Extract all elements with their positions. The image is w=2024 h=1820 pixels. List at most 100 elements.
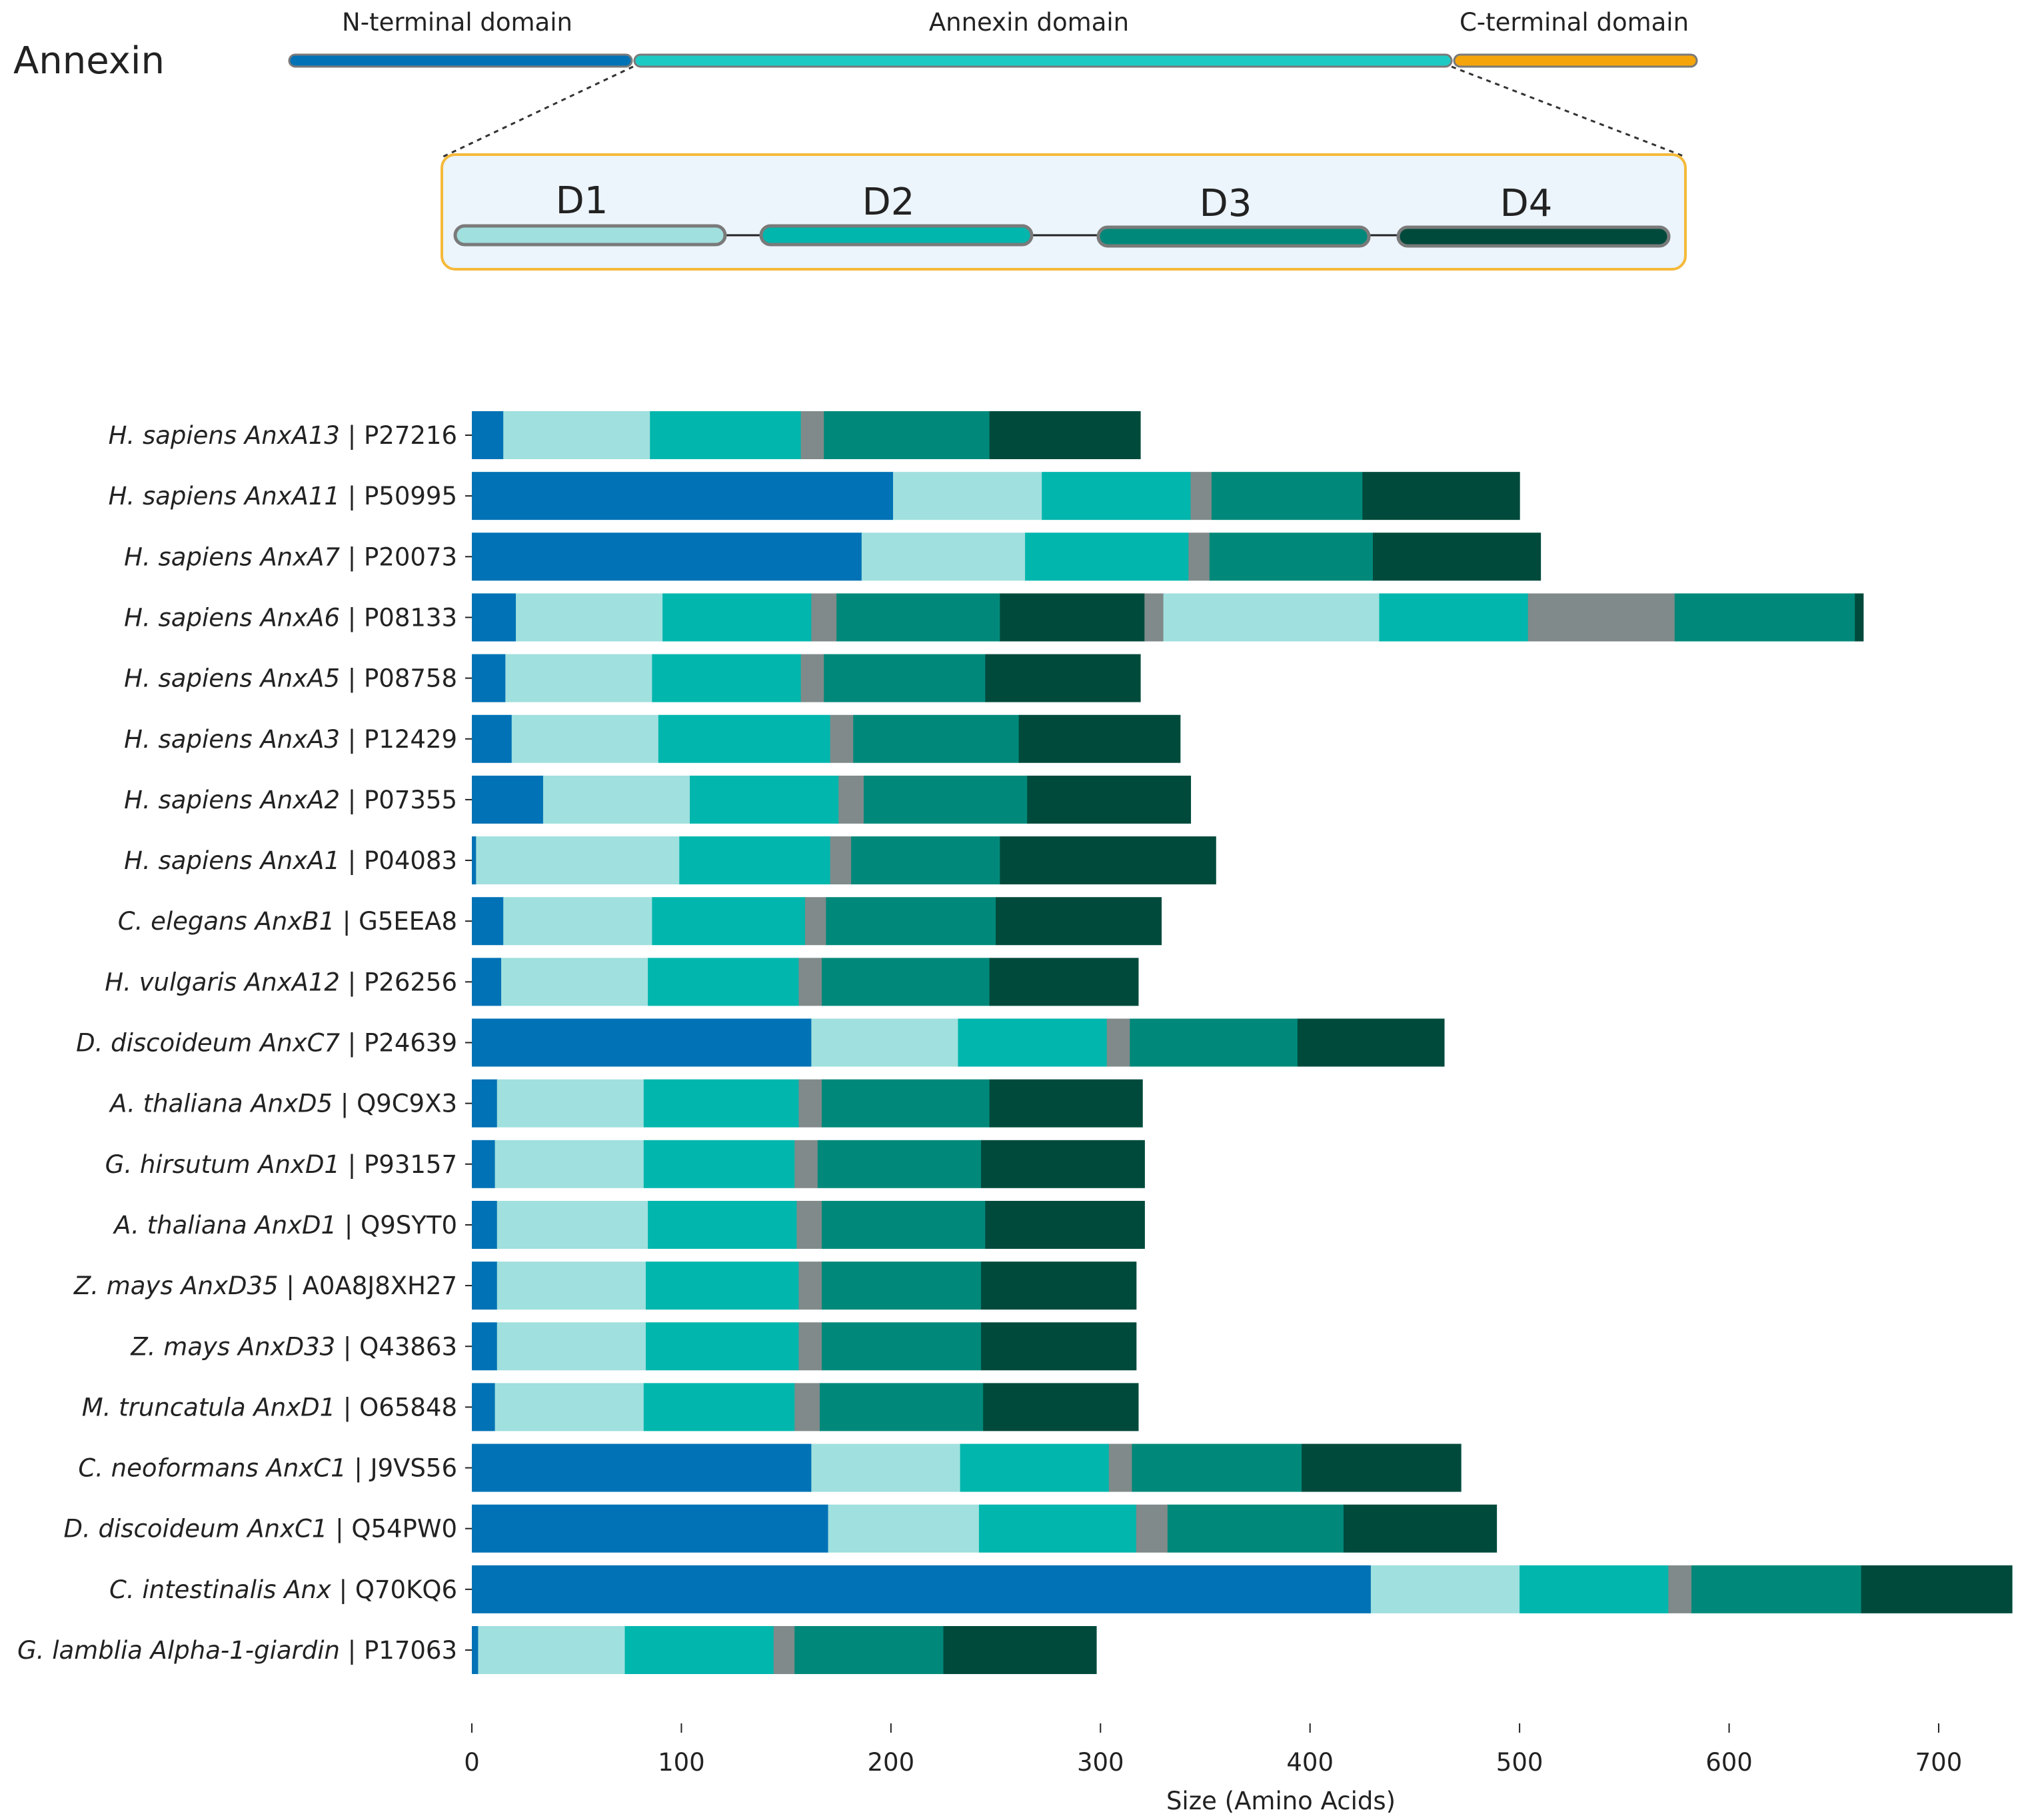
- row-label-id: P04083: [364, 846, 457, 875]
- bar-segment-d4: [981, 1322, 1137, 1371]
- bar-segment-linker: [794, 1383, 820, 1431]
- zoom-line-left: [443, 65, 634, 158]
- bar-segment-d1: [861, 532, 1026, 581]
- row-label-species: H. sapiens AnxA1: [124, 846, 340, 875]
- bar-segment-d4: [1855, 593, 1864, 642]
- bar-segment-d3: [1691, 1565, 1862, 1613]
- row-label-id: Q9C9X3: [357, 1090, 457, 1118]
- row-label-species: A. thaliana AnxD5: [109, 1090, 333, 1118]
- bar-segment-d3: [824, 654, 986, 702]
- row-label-separator: |: [335, 1393, 359, 1421]
- row-label-separator: |: [279, 1272, 303, 1300]
- row-label-id: P50995: [364, 482, 457, 510]
- row-label-species: G. lamblia Alpha-1-giardin: [17, 1636, 340, 1665]
- bar-segment-d1: [1370, 1565, 1520, 1613]
- bar-segment-n: [472, 897, 504, 946]
- row-label-separator: |: [331, 1575, 355, 1604]
- bar-segment-d4: [985, 654, 1141, 702]
- row-label: C. neoformans AnxC1 | J9VS56: [78, 1454, 457, 1483]
- bar-segment-d2: [648, 1200, 797, 1249]
- bar-segment-linker: [804, 897, 826, 946]
- row-label-id: P08758: [364, 664, 457, 693]
- bar-segment-n: [472, 775, 544, 824]
- x-axis-title: Size (Amino Acids): [1166, 1787, 1396, 1815]
- row-label: A. thaliana AnxD5 | Q9C9X3: [109, 1090, 457, 1118]
- row-label: H. sapiens AnxA7 | P20073: [124, 542, 457, 571]
- bar-segment-n: [472, 1140, 496, 1188]
- bar-segment-d3: [822, 1322, 982, 1371]
- bar-segment-d4: [1861, 1565, 2013, 1613]
- bar-segment-d1: [503, 897, 653, 946]
- row-label-id: Q54PW0: [351, 1515, 457, 1543]
- bar-segment-d2: [689, 775, 839, 824]
- bar-segment-d3: [822, 1262, 982, 1310]
- c-terminal-label: C-terminal domain: [1460, 8, 1689, 37]
- bar-row: [472, 1443, 1462, 1492]
- bar-segment-d1: [511, 714, 659, 763]
- row-label: H. sapiens AnxA5 | P08758: [124, 664, 457, 693]
- row-label: C. elegans AnxB1 | G5EEA8: [118, 907, 457, 936]
- bar-segment-d4: [989, 411, 1141, 459]
- bar-segment-d1: [892, 472, 1042, 520]
- bar-segment-d1: [542, 775, 690, 824]
- row-label: Z. mays AnxD33 | Q43863: [130, 1332, 457, 1361]
- bar-segment-n: [472, 411, 504, 459]
- bar-segment-d3: [1209, 532, 1374, 581]
- row-label-id: P20073: [364, 542, 457, 571]
- bar-segment-n: [472, 1626, 479, 1674]
- bar-segment-d3: [822, 1200, 986, 1249]
- row-label: C. intestinalis Anx | Q70KQ6: [109, 1575, 457, 1604]
- bar-segment-d1: [505, 654, 653, 702]
- bar-segment-d2: [1519, 1565, 1669, 1613]
- row-label-id: Q70KQ6: [355, 1575, 457, 1604]
- row-label-species: H. vulgaris AnxA12: [105, 968, 340, 996]
- bar-segment-d2: [643, 1079, 800, 1128]
- bar-row: [472, 836, 1216, 885]
- row-label-separator: |: [335, 907, 359, 936]
- bar-segment-d1: [476, 836, 680, 885]
- bar-segment-d2: [648, 958, 800, 1006]
- row-label-separator: |: [340, 664, 364, 693]
- n-terminal-bar: [288, 53, 633, 68]
- bar-segment-linker: [798, 958, 822, 1006]
- bar-segment-linker: [798, 1262, 822, 1310]
- row-label-species: H. sapiens AnxA5: [124, 664, 340, 693]
- bar-segment-d4: [981, 1262, 1137, 1310]
- bar-segment-d2: [1379, 593, 1529, 642]
- bar-segment-d3: [1167, 1504, 1344, 1553]
- bar-segment-linker: [773, 1626, 795, 1674]
- row-label-id: P93157: [364, 1150, 457, 1179]
- bar-segment-d4: [1362, 472, 1520, 520]
- bar-segment-n: [472, 1018, 812, 1067]
- bar-segment-n: [472, 1504, 829, 1553]
- bar-segment-d4: [996, 897, 1162, 946]
- row-label: H. sapiens AnxA3 | P12429: [124, 725, 457, 754]
- bar-segment-d4: [1343, 1504, 1498, 1553]
- bar-segment-d1: [811, 1018, 959, 1067]
- row-label: D. discoideum AnxC1 | Q54PW0: [63, 1515, 457, 1543]
- bar-segment-d3: [819, 1383, 984, 1431]
- bar-segment-d4: [989, 1079, 1143, 1128]
- row-label-species: Z. mays AnxD33: [130, 1332, 335, 1361]
- bar-segment-d2: [662, 593, 812, 642]
- row-label-id: P27216: [364, 421, 457, 450]
- bar-row: [472, 1018, 1445, 1067]
- bar-segment-linker: [838, 775, 864, 824]
- bar-segment-linker: [1188, 532, 1210, 581]
- d1-label: D1: [556, 179, 608, 223]
- bar-segment-n: [472, 1079, 498, 1128]
- row-label-species: A. thaliana AnxD1: [113, 1211, 337, 1240]
- bar-segment-d1: [811, 1443, 961, 1492]
- bar-segment-d3: [1211, 472, 1363, 520]
- c-terminal-bar: [1453, 53, 1698, 68]
- row-label: H. sapiens AnxA6 | P08133: [124, 603, 457, 632]
- row-label-id: Q9SYT0: [361, 1211, 457, 1240]
- bar-segment-d3: [824, 411, 990, 459]
- subdomain-inset: [441, 153, 1687, 271]
- bars-group: [472, 411, 2013, 1674]
- bar-row: [472, 714, 1181, 763]
- row-label: D. discoideum AnxC7 | P24639: [76, 1029, 457, 1058]
- domain-schematic: Annexin N-terminal domain Annexin domain…: [13, 8, 1698, 271]
- bar-segment-d1: [478, 1626, 626, 1674]
